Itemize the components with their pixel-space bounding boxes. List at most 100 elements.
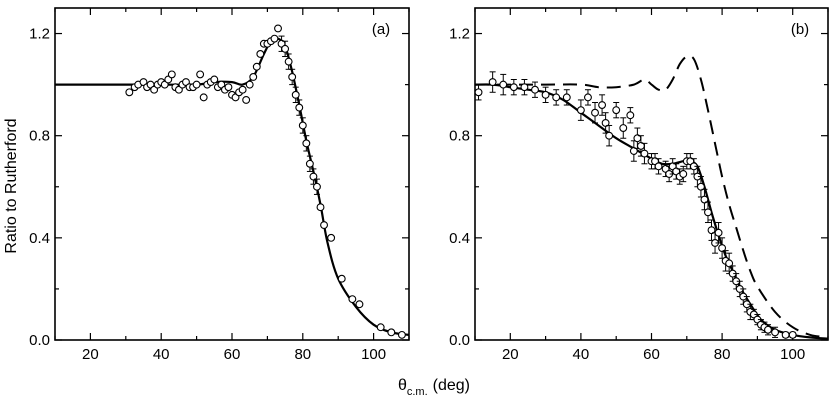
data-point (245, 80, 254, 89)
data-point (305, 159, 314, 168)
y-tick-label: 0.0 (449, 332, 470, 349)
y-tick-label: 0.8 (29, 128, 50, 145)
data-point (612, 106, 621, 115)
data-point (626, 111, 635, 120)
data-point (210, 75, 219, 84)
data-point (281, 44, 290, 53)
fit-curve (55, 37, 409, 336)
data-point (320, 221, 328, 230)
data-point (707, 226, 716, 235)
y-tick-label: 1.2 (449, 26, 470, 43)
data-point (771, 328, 779, 337)
data-point (488, 78, 497, 87)
plot-frame (474, 7, 829, 341)
data-point (605, 131, 614, 140)
data-point (619, 124, 628, 132)
data-point (313, 182, 321, 191)
data-point (192, 80, 201, 89)
data-point (309, 172, 318, 181)
data-point (397, 330, 406, 339)
data-point (274, 24, 282, 33)
data-point (781, 330, 790, 339)
data-point (598, 101, 607, 109)
y-tick-label: 1.2 (29, 26, 50, 43)
data-point (576, 106, 585, 115)
data-point (714, 228, 723, 237)
data-point (562, 93, 571, 102)
x-tick-label: 20 (502, 346, 519, 363)
data-point (654, 162, 663, 171)
plot-frame (54, 7, 410, 341)
data-point (295, 103, 304, 112)
data-point (531, 85, 539, 94)
x-axis-title-symbol: θ (398, 377, 407, 394)
x-axis-title-unit: (deg) (433, 377, 470, 394)
data-point (167, 70, 176, 79)
data-point (601, 118, 610, 127)
data-point (270, 34, 279, 43)
data-point (242, 95, 251, 104)
data-point (327, 233, 336, 242)
x-axis-title-subscript: c.m. (407, 386, 428, 398)
panel-label: (a) (372, 21, 390, 38)
x-tick-label: 80 (714, 346, 731, 363)
data-point (387, 328, 396, 337)
y-tick-label: 0.4 (449, 230, 470, 247)
data-point (199, 93, 208, 102)
data-point (298, 121, 307, 130)
data-point (718, 244, 727, 253)
data-point (474, 88, 483, 97)
data-point (302, 139, 311, 148)
panel-label: (b) (791, 21, 809, 38)
data-point (125, 88, 134, 97)
data-point (704, 208, 712, 217)
data-point (509, 83, 518, 92)
data-point (764, 325, 772, 334)
data-point (541, 90, 550, 99)
data-point (288, 73, 297, 81)
data-point (725, 259, 734, 268)
data-point (249, 73, 258, 81)
x-tick-label: 60 (643, 346, 660, 363)
data-point (196, 70, 205, 79)
data-point (256, 50, 265, 58)
y-tick-label: 0.8 (449, 128, 470, 145)
data-point (238, 85, 247, 94)
data-point (552, 93, 561, 102)
y-tick-label: 0.4 (29, 230, 50, 247)
panel-a: 20 40 60 80 100 0.0 0.4 0.8 1.2 (a) (29, 7, 410, 363)
x-axis-title: θc.m. (deg) (398, 377, 470, 398)
data-point (337, 274, 346, 283)
data-point (355, 300, 364, 309)
x-tick-label: 100 (361, 346, 386, 363)
y-tick-label: 0.0 (29, 332, 50, 349)
x-tick-label: 100 (780, 346, 805, 363)
x-tick-label: 60 (224, 346, 241, 363)
data-point (584, 93, 592, 102)
data-point (224, 83, 233, 92)
data-point (252, 62, 261, 71)
data-point (629, 147, 638, 155)
x-tick-label: 80 (294, 346, 311, 363)
data-point (700, 195, 709, 204)
panel-b: 20 40 60 80 100 0.0 0.4 0.8 1.2 (b) (449, 7, 829, 363)
x-tick-label: 20 (82, 346, 99, 363)
data-point (788, 330, 797, 339)
data-point (316, 203, 325, 212)
data-point (679, 170, 688, 178)
y-axis-title: Ratio to Rutherford (3, 118, 20, 253)
data-point (291, 90, 300, 99)
data-point (520, 83, 529, 92)
data-point (499, 80, 508, 89)
data-point (284, 57, 293, 66)
dashed-curve (475, 54, 828, 339)
x-tick-label: 40 (573, 346, 590, 363)
data-point (696, 182, 705, 191)
data-point (348, 295, 357, 304)
fit-curve (475, 83, 828, 340)
data-point (591, 108, 599, 117)
data-point (376, 323, 385, 332)
data-point (640, 149, 649, 158)
x-tick-label: 40 (153, 346, 170, 363)
